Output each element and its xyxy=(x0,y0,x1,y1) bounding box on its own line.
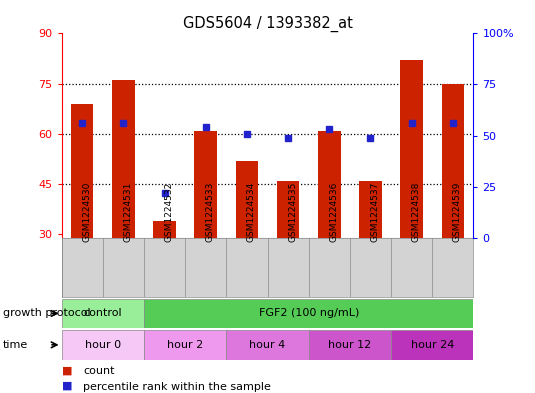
Text: hour 24: hour 24 xyxy=(410,340,454,350)
Text: GSM1224534: GSM1224534 xyxy=(247,182,256,242)
Bar xyxy=(112,80,135,238)
Text: GSM1224530: GSM1224530 xyxy=(82,182,91,242)
Text: percentile rank within the sample: percentile rank within the sample xyxy=(83,382,271,392)
Bar xyxy=(62,330,144,360)
Bar xyxy=(391,330,473,360)
Bar xyxy=(441,84,464,238)
Text: GDS5604 / 1393382_at: GDS5604 / 1393382_at xyxy=(182,16,353,32)
Text: GSM1224532: GSM1224532 xyxy=(165,182,173,242)
Bar xyxy=(277,181,300,238)
Text: GSM1224537: GSM1224537 xyxy=(371,182,379,242)
Text: FGF2 (100 ng/mL): FGF2 (100 ng/mL) xyxy=(258,309,359,318)
Text: hour 12: hour 12 xyxy=(328,340,371,350)
Text: control: control xyxy=(83,309,122,318)
Bar xyxy=(226,330,309,360)
Text: GSM1224536: GSM1224536 xyxy=(330,182,338,242)
Text: GSM1224538: GSM1224538 xyxy=(412,182,421,242)
Text: growth protocol: growth protocol xyxy=(3,309,90,318)
Text: ■: ■ xyxy=(62,365,72,375)
Bar xyxy=(400,60,423,238)
Text: GSM1224533: GSM1224533 xyxy=(206,182,215,242)
Bar xyxy=(71,104,94,238)
Bar xyxy=(194,130,217,238)
Bar xyxy=(144,299,473,328)
Bar xyxy=(62,299,144,328)
Text: GSM1224539: GSM1224539 xyxy=(453,182,462,242)
Bar xyxy=(153,221,176,238)
Text: count: count xyxy=(83,366,114,376)
Text: GSM1224535: GSM1224535 xyxy=(288,182,297,242)
Bar xyxy=(359,181,382,238)
Bar xyxy=(309,330,391,360)
Bar xyxy=(235,161,258,238)
Text: hour 2: hour 2 xyxy=(167,340,203,350)
Text: hour 0: hour 0 xyxy=(85,340,121,350)
Text: time: time xyxy=(3,340,28,350)
Bar xyxy=(144,330,226,360)
Text: hour 4: hour 4 xyxy=(249,340,286,350)
Text: ■: ■ xyxy=(62,381,72,391)
Bar xyxy=(318,130,341,238)
Text: GSM1224531: GSM1224531 xyxy=(124,182,132,242)
